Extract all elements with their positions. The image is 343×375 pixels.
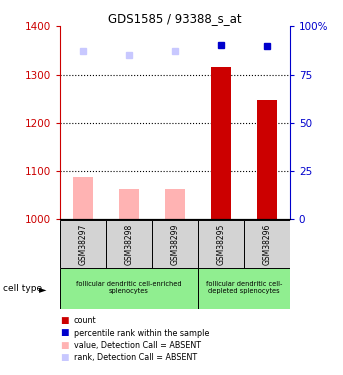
Text: GSM38298: GSM38298 (125, 224, 133, 265)
Bar (60, 268, 198, 309)
Text: GSM38296: GSM38296 (262, 224, 271, 265)
Text: rank, Detection Call = ABSENT: rank, Detection Call = ABSENT (74, 353, 197, 362)
Text: ■: ■ (60, 341, 69, 350)
Bar (211, 67, 231, 219)
Bar (198, 220, 244, 268)
Text: ■: ■ (60, 316, 69, 325)
Bar (106, 220, 152, 268)
Text: percentile rank within the sample: percentile rank within the sample (74, 328, 209, 338)
Text: value, Detection Call = ABSENT: value, Detection Call = ABSENT (74, 341, 201, 350)
Text: ►: ► (39, 284, 47, 294)
Text: cell type: cell type (3, 284, 43, 293)
Text: GSM38297: GSM38297 (79, 224, 87, 265)
Text: ■: ■ (60, 328, 69, 338)
Text: GSM38295: GSM38295 (216, 224, 225, 265)
Bar (73, 177, 93, 219)
Text: follicular dendritic cell-
depleted splenocytes: follicular dendritic cell- depleted sple… (206, 281, 282, 294)
Text: follicular dendritic cell-enriched
splenocytes: follicular dendritic cell-enriched splen… (76, 281, 182, 294)
Bar (244, 220, 290, 268)
Bar (60, 220, 106, 268)
Title: GDS1585 / 93388_s_at: GDS1585 / 93388_s_at (108, 12, 242, 25)
Bar (165, 189, 185, 219)
Bar (152, 220, 198, 268)
Bar (198, 268, 290, 309)
Bar (257, 100, 277, 219)
Text: GSM38299: GSM38299 (170, 224, 179, 265)
Text: count: count (74, 316, 96, 325)
Text: ■: ■ (60, 353, 69, 362)
Bar (119, 189, 139, 219)
